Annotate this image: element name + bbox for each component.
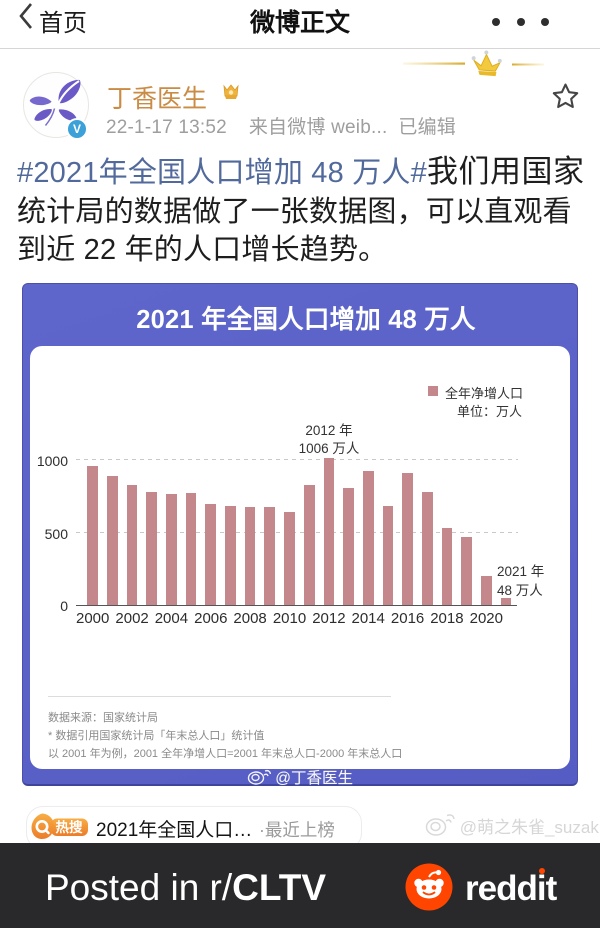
svg-text:热搜: 热搜 (56, 819, 83, 835)
